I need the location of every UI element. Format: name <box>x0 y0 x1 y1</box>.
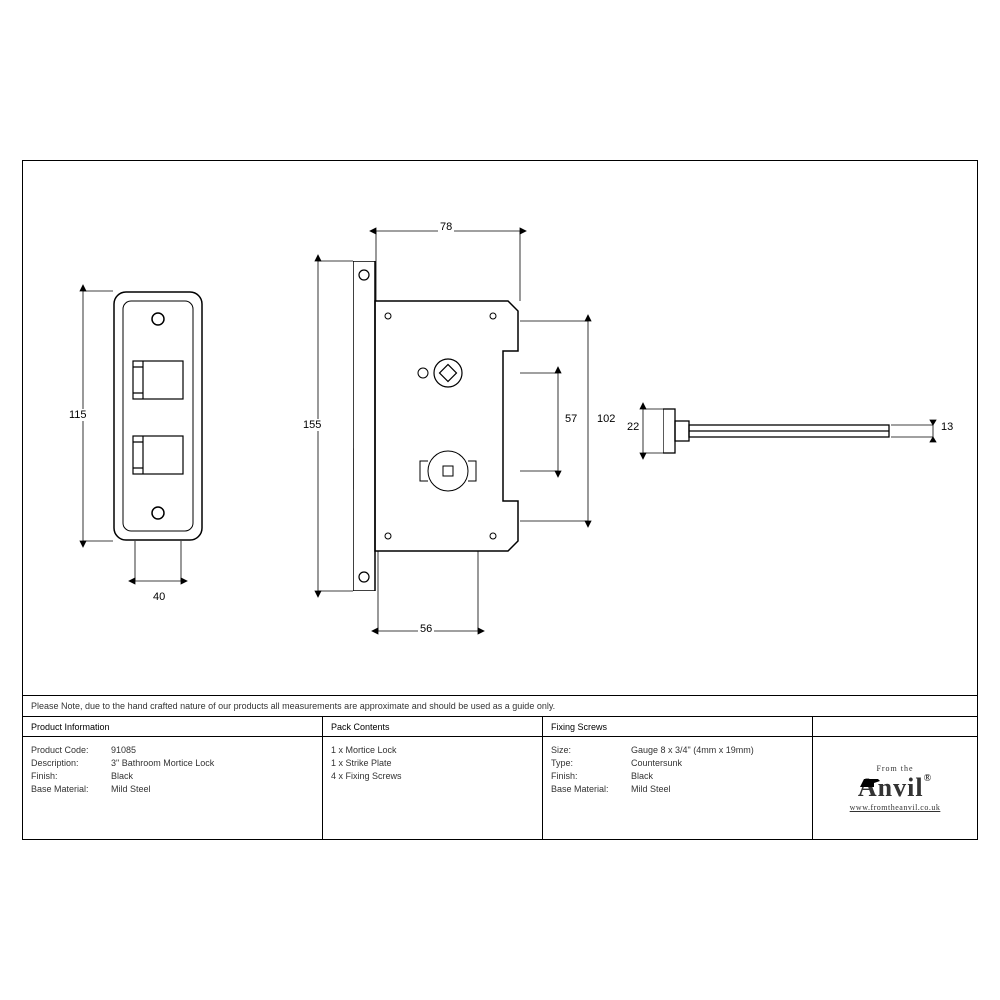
strike-plate-dims <box>63 261 263 601</box>
dim-lock-h: 155 <box>301 419 323 431</box>
base-material-k: Base Material: <box>31 784 111 794</box>
dim-hole-spacing: 102 <box>595 413 617 425</box>
note-text: Please Note, due to the hand crafted nat… <box>31 701 555 711</box>
lock-dims <box>298 211 618 651</box>
note-row: Please Note, due to the hand crafted nat… <box>23 695 977 717</box>
anvil-logo: From the Anvil® www.fromtheanvil.co.uk <box>850 764 941 812</box>
product-code-v: 91085 <box>111 745 314 755</box>
logo-cell: From the Anvil® www.fromtheanvil.co.uk <box>813 737 977 839</box>
fs-type-v: Countersunk <box>631 758 804 768</box>
finish-v: Black <box>111 771 314 781</box>
base-material-v: Mild Steel <box>111 784 314 794</box>
header-product-info: Product Information <box>23 717 323 737</box>
pack-item-3: 4 x Fixing Screws <box>331 771 534 781</box>
spindle-dims <box>623 371 953 491</box>
table-body: Product Code:91085 Description:3" Bathro… <box>23 737 977 839</box>
table-header: Product Information Pack Contents Fixing… <box>23 717 977 737</box>
logo-top: From the <box>850 764 941 773</box>
description-v: 3" Bathroom Mortice Lock <box>111 758 314 768</box>
pack-item-1: 1 x Mortice Lock <box>331 745 534 755</box>
logo-url: www.fromtheanvil.co.uk <box>850 803 941 812</box>
fs-base-material-k: Base Material: <box>551 784 631 794</box>
dim-lock-w-top: 78 <box>438 221 454 233</box>
anvil-icon <box>858 773 882 791</box>
pack-contents-cell: 1 x Mortice Lock 1 x Strike Plate 4 x Fi… <box>323 737 543 839</box>
fs-type-k: Type: <box>551 758 631 768</box>
drawing-sheet: 115 40 <box>22 160 978 840</box>
dim-lock-w-bottom: 56 <box>418 623 434 635</box>
fs-base-material-v: Mild Steel <box>631 784 804 794</box>
header-pack-contents: Pack Contents <box>323 717 543 737</box>
description-k: Description: <box>31 758 111 768</box>
fs-size-k: Size: <box>551 745 631 755</box>
product-info-cell: Product Code:91085 Description:3" Bathro… <box>23 737 323 839</box>
pack-item-2: 1 x Strike Plate <box>331 758 534 768</box>
dim-strike-w: 40 <box>151 591 167 603</box>
drawing-area: 115 40 <box>23 161 977 695</box>
fixing-screws-cell: Size:Gauge 8 x 3/4" (4mm x 19mm) Type:Co… <box>543 737 813 839</box>
fs-finish-k: Finish: <box>551 771 631 781</box>
logo-name: Anvil® <box>850 773 941 803</box>
fs-finish-v: Black <box>631 771 804 781</box>
dim-spindle-spacing: 57 <box>563 413 579 425</box>
fs-size-v: Gauge 8 x 3/4" (4mm x 19mm) <box>631 745 804 755</box>
header-logo-cell <box>813 717 977 737</box>
dim-spindle-shaft: 13 <box>939 421 955 433</box>
finish-k: Finish: <box>31 771 111 781</box>
dim-spindle-head: 22 <box>625 421 641 433</box>
product-code-k: Product Code: <box>31 745 111 755</box>
header-fixing-screws: Fixing Screws <box>543 717 813 737</box>
dim-strike-h: 115 <box>67 409 89 421</box>
